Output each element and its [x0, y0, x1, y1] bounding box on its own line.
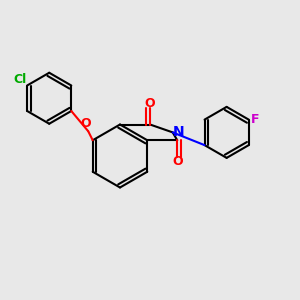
Text: F: F — [250, 113, 259, 126]
Text: N: N — [173, 125, 184, 140]
Text: O: O — [172, 155, 183, 168]
Text: O: O — [80, 117, 91, 130]
Text: O: O — [145, 97, 155, 110]
Text: Cl: Cl — [13, 73, 26, 86]
